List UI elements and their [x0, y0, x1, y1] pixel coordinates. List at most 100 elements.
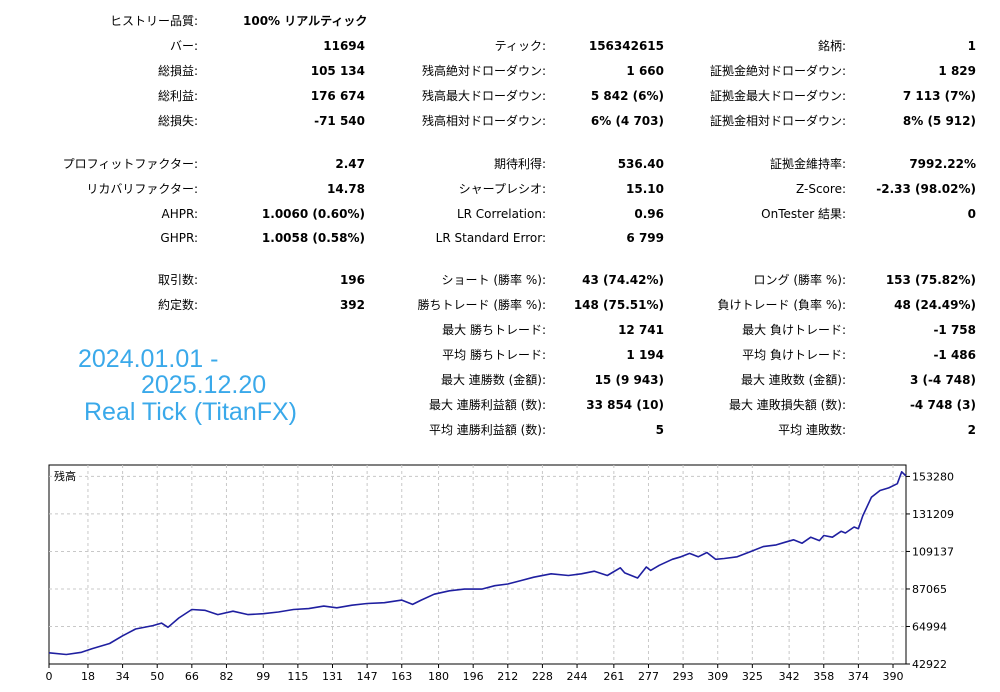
- col3-stat-value: -1 758: [933, 323, 976, 337]
- col1-stat-value: 11694: [323, 39, 365, 53]
- col2-stat-value: 1 660: [626, 64, 664, 78]
- col1-stat-label: 約定数:: [157, 298, 198, 312]
- col2-stat-value: 156342615: [588, 39, 664, 53]
- x-tick-label: 163: [391, 670, 412, 683]
- y-tick-label: 109137: [912, 545, 954, 558]
- history-quality-label: ヒストリー品質:: [109, 14, 198, 28]
- col3-stat-label: 最大 連敗損失額 (数):: [728, 398, 846, 412]
- x-tick-label: 390: [883, 670, 904, 683]
- x-tick-label: 374: [848, 670, 869, 683]
- col3-stat-value: 1: [967, 39, 976, 53]
- x-tick-label: 131: [322, 670, 343, 683]
- x-tick-label: 309: [707, 670, 728, 683]
- col1-stat-label: GHPR:: [160, 231, 198, 245]
- col3-stat-label: 証拠金最大ドローダウン:: [709, 89, 846, 103]
- col2-stat-value: 536.40: [617, 157, 664, 171]
- y-tick-label: 131209: [912, 508, 954, 521]
- x-tick-label: 358: [813, 670, 834, 683]
- x-tick-label: 50: [150, 670, 164, 683]
- col3-stat-label: 最大 負けトレード:: [742, 323, 846, 337]
- col1-stat-label: 総損失:: [157, 114, 198, 128]
- x-tick-label: 325: [742, 670, 763, 683]
- col3-stat-value: 8% (5 912): [902, 114, 976, 128]
- col1-stat-label: リカバリファクター:: [86, 182, 198, 196]
- col1-stat-label: 総損益:: [157, 64, 198, 78]
- x-tick-label: 261: [603, 670, 624, 683]
- col2-stat-value: 12 741: [618, 323, 664, 337]
- col1-stat-label: バー:: [169, 39, 198, 53]
- x-tick-label: 277: [638, 670, 659, 683]
- col1-stat-label: 総利益:: [157, 89, 198, 103]
- plot-area: [48, 464, 907, 665]
- col1-stat-value: 1.0058 (0.58%): [261, 231, 365, 245]
- col3-stat-value: 3 (-4 748): [909, 373, 976, 387]
- col2-stat-value: 43 (74.42%): [582, 273, 664, 287]
- x-tick-label: 180: [428, 670, 449, 683]
- y-tick-label: 64994: [912, 620, 947, 633]
- col1-stat-value: 14.78: [327, 182, 365, 196]
- col1-stat-value: 1.0060 (0.60%): [261, 207, 365, 221]
- col2-stat-value: 6 799: [626, 231, 664, 245]
- y-tick-label: 87065: [912, 583, 947, 596]
- col1-stat-value: 196: [339, 273, 365, 287]
- col3-stat-value: 7992.22%: [909, 157, 976, 171]
- col3-stat-label: Z-Score:: [796, 182, 846, 196]
- x-tick-label: 342: [779, 670, 800, 683]
- x-tick-label: 212: [497, 670, 518, 683]
- x-tick-label: 34: [116, 670, 130, 683]
- col3-stat-label: 証拠金維持率:: [769, 157, 846, 171]
- col3-stat-label: 最大 連敗数 (金額):: [740, 373, 846, 387]
- col3-stat-label: 平均 負けトレード:: [742, 348, 846, 362]
- col3-stat-value: -2.33 (98.02%): [876, 182, 976, 196]
- chart-title: 残高: [54, 469, 76, 483]
- col3-stat-label: 証拠金絶対ドローダウン:: [709, 64, 846, 78]
- col2-stat-label: 期待利得:: [493, 157, 546, 171]
- col2-stat-label: 平均 勝ちトレード:: [442, 348, 546, 362]
- col1-stat-label: 取引数:: [157, 273, 198, 287]
- balance-chart: 0 18 34 50 66 82 99 115 131 147 163 180 196 212 228 244…: [46, 464, 954, 683]
- x-tick-label: 0: [46, 670, 53, 683]
- col2-stat-label: 残高相対ドローダウン:: [421, 114, 546, 128]
- col3-stat-value: -4 748 (3): [909, 398, 976, 412]
- col1-stat-value: -71 540: [314, 114, 365, 128]
- col3-stat-label: 銘柄:: [817, 39, 846, 53]
- col3-stat-value: 153 (75.82%): [885, 273, 976, 287]
- col2-stat-label: 勝ちトレード (勝率 %):: [417, 298, 546, 312]
- col2-stat-value: 33 854 (10): [586, 398, 664, 412]
- col2-stat-value: 5: [655, 423, 664, 437]
- col2-stat-label: 残高最大ドローダウン:: [421, 89, 546, 103]
- data-source-overlay: Real Tick (TitanFX): [84, 398, 298, 426]
- y-tick-label: 42922: [912, 658, 947, 671]
- col2-stat-value: 6% (4 703): [590, 114, 664, 128]
- col3-stat-value: -1 486: [933, 348, 976, 362]
- col2-stat-label: LR Correlation:: [456, 207, 546, 221]
- col1-stat-value: 2.47: [335, 157, 365, 171]
- period-overlay-line1: 2024.01.01 -: [78, 345, 219, 373]
- x-tick-label: 228: [532, 670, 553, 683]
- col2-stat-value: 15.10: [626, 182, 664, 196]
- col2-stat-label: 最大 勝ちトレード:: [442, 323, 546, 337]
- x-tick-label: 18: [81, 670, 95, 683]
- x-tick-label: 66: [185, 670, 199, 683]
- col2-stat-label: LR Standard Error:: [435, 231, 546, 245]
- x-tick-label: 293: [673, 670, 694, 683]
- col2-stat-label: 残高絶対ドローダウン:: [421, 64, 546, 78]
- col1-stat-value: 105 134: [310, 64, 365, 78]
- x-tick-label: 99: [256, 670, 270, 683]
- col2-stat-label: ティック:: [494, 39, 546, 53]
- col3-stat-label: 証拠金相対ドローダウン:: [709, 114, 846, 128]
- x-tick-label: 82: [219, 670, 233, 683]
- col2-stat-value: 5 842 (6%): [590, 89, 664, 103]
- history-quality-value: 100% リアルティック: [243, 14, 368, 28]
- y-tick-label: 153280: [912, 470, 954, 483]
- col2-stat-label: 最大 連勝利益額 (数):: [428, 398, 546, 412]
- col2-stat-label: ショート (勝率 %):: [441, 273, 546, 287]
- x-tick-label: 115: [287, 670, 308, 683]
- col2-stat-label: 平均 連勝利益額 (数):: [428, 423, 546, 437]
- col1-stat-value: 176 674: [310, 89, 365, 103]
- col3-stat-label: 平均 連敗数:: [778, 423, 846, 437]
- col3-stat-value: 1 829: [938, 64, 976, 78]
- col3-stat-value: 7 113 (7%): [902, 89, 976, 103]
- col1-stat-label: プロフィットファクター:: [62, 157, 198, 171]
- col2-stat-value: 0.96: [634, 207, 664, 221]
